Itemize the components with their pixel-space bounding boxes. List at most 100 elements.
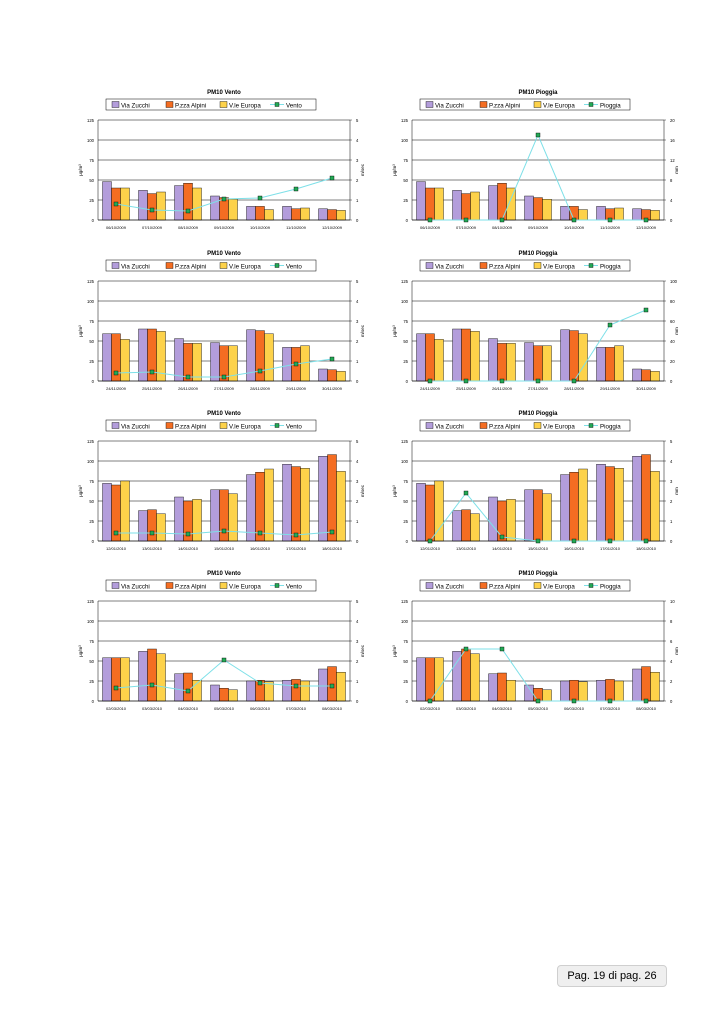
legend-label-1: Via Zucchi: [435, 103, 464, 110]
bar-via-zucchi: [560, 329, 570, 382]
y-tick-label: 125: [87, 439, 95, 444]
x-tick-label: 06/03/2010: [564, 706, 585, 711]
y2-tick-label: 2: [670, 499, 673, 504]
y-tick-label: 0: [92, 379, 95, 384]
bar-via-zucchi: [102, 333, 112, 382]
line-point: [293, 361, 299, 367]
x-tick-label: 24/11/2009: [420, 386, 440, 391]
legend-label-line: Pioggia: [600, 584, 621, 591]
bar-p-zza-alpini: [291, 208, 301, 221]
chart-title: PM10 Vento: [207, 251, 241, 257]
legend-label-line: Pioggia: [600, 103, 621, 110]
bar-v-le-europa: [578, 209, 588, 221]
legend: Via Zucchi P.zza Alpini V.le Europa Pioggia: [419, 98, 631, 111]
bar-p-zza-alpini: [569, 330, 579, 382]
legend-swatch-2: [165, 101, 174, 108]
bar-p-zza-alpini: [327, 209, 337, 221]
y2-axis-label: mm: [674, 487, 679, 495]
x-tick-label: 05/03/2010: [214, 706, 235, 711]
y-tick-label: 25: [403, 198, 408, 203]
x-tick-label: 29/11/2009: [600, 386, 620, 391]
y-tick-label: 100: [401, 299, 409, 304]
y-tick-label: 75: [403, 639, 408, 644]
bar-v-le-europa: [336, 471, 346, 542]
bar-p-zza-alpini: [461, 648, 471, 702]
bar-p-zza-alpini: [147, 509, 157, 542]
y2-tick-label: 4: [670, 459, 673, 464]
legend-label-2: P.zza Alpini: [489, 584, 520, 591]
line-point: [535, 378, 541, 384]
bar-v-le-europa: [614, 207, 624, 221]
bar-via-zucchi: [632, 368, 642, 382]
line-point: [499, 378, 505, 384]
line-point: [185, 531, 191, 537]
x-tick-label: 13/01/2010: [142, 546, 163, 551]
y2-axis-label: mm: [674, 166, 679, 174]
y-tick-label: 25: [403, 359, 408, 364]
bar-via-zucchi: [138, 190, 148, 221]
bar-v-le-europa: [470, 653, 480, 702]
y2-tick-label: 1: [356, 359, 359, 364]
legend-box: [419, 98, 631, 111]
line-point: [463, 490, 469, 496]
y2-tick-label: 3: [356, 479, 359, 484]
bar-via-zucchi: [318, 668, 328, 702]
y2-axis-label: m/sec: [360, 644, 365, 657]
bar-v-le-europa: [650, 671, 660, 702]
x-tick-label: 11/10/2009: [600, 225, 620, 230]
legend-swatch-1: [111, 422, 120, 429]
bar-via-zucchi: [524, 342, 534, 382]
legend-label-2: P.zza Alpini: [489, 264, 520, 271]
bar-p-zza-alpini: [327, 369, 337, 382]
bar-p-zza-alpini: [605, 347, 615, 382]
y2-tick-label: 3: [356, 158, 359, 163]
bar-v-le-europa: [578, 468, 588, 542]
legend-box: [105, 419, 317, 432]
bar-via-zucchi: [596, 347, 606, 382]
y-tick-label: 25: [89, 359, 94, 364]
legend-swatch-3: [219, 101, 228, 108]
y2-tick-label: 0: [670, 218, 673, 223]
bar-v-le-europa: [578, 681, 588, 702]
bar-v-le-europa: [120, 657, 130, 702]
bar-v-le-europa: [300, 468, 310, 542]
bar-v-le-europa: [434, 339, 444, 382]
legend-label-2: P.zza Alpini: [175, 424, 206, 431]
legend-box: [419, 419, 631, 432]
bar-v-le-europa: [264, 681, 274, 702]
y-tick-label: 125: [401, 599, 409, 604]
legend-label-2: P.zza Alpini: [175, 584, 206, 591]
x-tick-label: 08/03/2010: [322, 706, 343, 711]
line-point: [643, 307, 649, 313]
legend: Via Zucchi P.zza Alpini V.le Europa Pioggia: [419, 259, 631, 272]
legend-box: [419, 259, 631, 272]
legend-swatch-2: [165, 582, 174, 589]
bar-v-le-europa: [434, 480, 444, 542]
bar-via-zucchi: [210, 195, 220, 221]
y-tick-label: 100: [87, 299, 95, 304]
y2-tick-label: 8: [670, 178, 673, 183]
line-point: [221, 528, 227, 534]
y2-tick-label: 8: [670, 619, 673, 624]
chart-vento-oct: PM10 Vento Via Zucchi P.zza Alpini V.le Eur…: [78, 90, 365, 230]
chart-pioggia-nov: PM10 Pioggia Via Zucchi P.zza Alpini V.le E…: [392, 251, 679, 391]
bar-v-le-europa: [228, 689, 238, 702]
line-point: [571, 217, 577, 223]
y2-tick-label: 16: [670, 138, 675, 143]
y2-axis-label: m/sec: [360, 324, 365, 337]
bar-p-zza-alpini: [255, 206, 265, 221]
bar-p-zza-alpini: [327, 454, 337, 542]
bar-via-zucchi: [560, 680, 570, 702]
bar-via-zucchi: [632, 208, 642, 221]
bar-v-le-europa: [542, 345, 552, 382]
x-tick-label: 25/11/2009: [456, 386, 476, 391]
y-tick-label: 50: [89, 178, 94, 183]
legend-label-1: Via Zucchi: [435, 264, 464, 271]
x-tick-label: 29/11/2009: [286, 386, 306, 391]
line-point: [607, 322, 613, 328]
y-tick-label: 125: [401, 279, 409, 284]
bar-p-zza-alpini: [641, 666, 651, 702]
x-tick-label: 08/10/2009: [492, 225, 513, 230]
y2-tick-label: 4: [356, 459, 359, 464]
legend-swatch-2: [165, 422, 174, 429]
